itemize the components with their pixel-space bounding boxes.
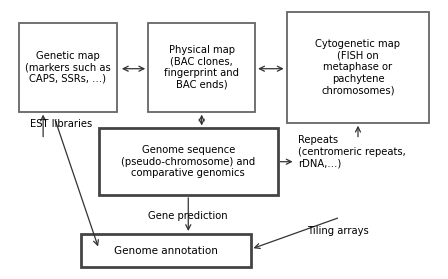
Text: Repeats
(centromeric repeats,
rDNA,…): Repeats (centromeric repeats, rDNA,…) [297, 135, 405, 169]
FancyBboxPatch shape [287, 12, 430, 123]
Text: Genetic map
(markers such as
CAPS, SSRs, …): Genetic map (markers such as CAPS, SSRs,… [25, 51, 111, 84]
FancyArrowPatch shape [186, 198, 191, 230]
FancyArrowPatch shape [123, 66, 144, 71]
FancyBboxPatch shape [81, 234, 251, 267]
FancyBboxPatch shape [148, 23, 255, 112]
Text: Genome sequence
(pseudo-chromosome) and
comparative genomics: Genome sequence (pseudo-chromosome) and … [121, 145, 255, 178]
FancyBboxPatch shape [99, 128, 278, 195]
Text: Genome annotation: Genome annotation [114, 246, 218, 256]
Text: EST libraries: EST libraries [30, 119, 92, 129]
FancyArrowPatch shape [41, 116, 46, 137]
FancyArrowPatch shape [355, 127, 361, 137]
FancyArrowPatch shape [280, 159, 291, 164]
FancyArrowPatch shape [55, 120, 99, 245]
Text: Tiling arrays: Tiling arrays [307, 226, 369, 236]
FancyArrowPatch shape [255, 218, 337, 248]
Text: Gene prediction: Gene prediction [148, 211, 228, 221]
FancyArrowPatch shape [259, 66, 282, 71]
FancyArrowPatch shape [199, 116, 204, 124]
FancyBboxPatch shape [18, 23, 117, 112]
Text: Cytogenetic map
(FISH on
metaphase or
pachytene
chromosomes): Cytogenetic map (FISH on metaphase or pa… [315, 39, 401, 95]
Text: Physical map
(BAC clones,
fingerprint and
BAC ends): Physical map (BAC clones, fingerprint an… [164, 45, 239, 90]
